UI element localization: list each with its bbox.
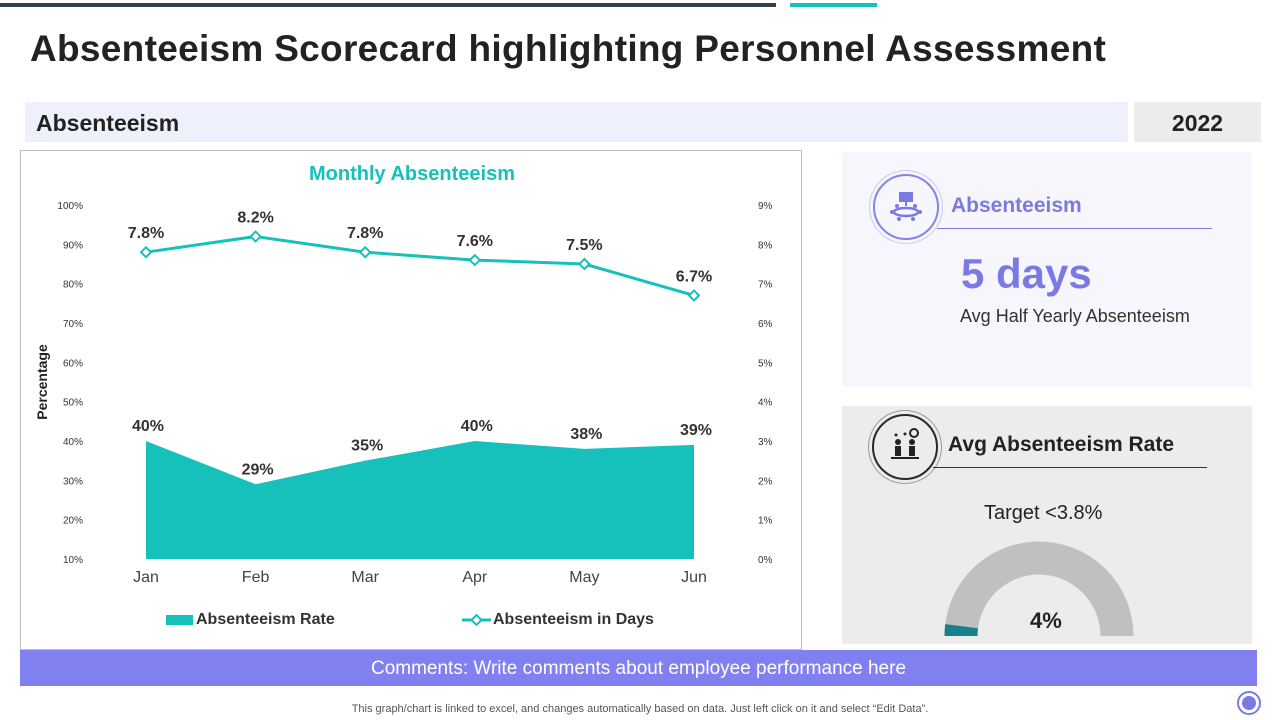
left-axis-tick: 70% — [63, 319, 83, 330]
right-axis-tick: 8% — [758, 240, 773, 251]
area-data-label: 40% — [132, 418, 164, 435]
line-data-label: 6.7% — [676, 268, 712, 285]
kpi-rate-title: Avg Absenteeism Rate — [948, 433, 1175, 456]
footnote: This graph/chart is linked to excel, and… — [351, 703, 929, 715]
area-data-label: 38% — [570, 426, 602, 443]
line-point-marker — [139, 245, 153, 259]
left-axis-tick: 30% — [63, 476, 83, 487]
right-axis-tick: 5% — [758, 358, 773, 369]
line-point-marker — [468, 253, 482, 267]
kpi-card-absenteeism-rate: Avg Absenteeism Rate Target <3.8% 4% — [842, 406, 1252, 644]
gauge-track — [944, 541, 1134, 637]
x-axis-tick: Jun — [681, 569, 707, 586]
line-point-marker — [578, 257, 591, 271]
right-axis-tick: 6% — [758, 319, 773, 330]
monthly-absenteeism-chart[interactable]: Monthly Absenteeism 10% 20% 30% 40% 50% 60% 70%… — [20, 150, 802, 650]
comments-text: Comments: Write comments about employee … — [370, 658, 907, 679]
x-axis-tick: Feb — [242, 569, 270, 586]
legend-swatch-rate — [166, 615, 193, 625]
line-point-marker — [249, 230, 262, 243]
year-badge: 2022 — [1134, 102, 1261, 142]
nav-dot-icon[interactable] — [1237, 691, 1261, 715]
kpi-rate-target: Target <3.8% — [984, 502, 1103, 524]
line-point-marker — [358, 245, 372, 259]
left-axis-tick: 40% — [63, 437, 83, 448]
page-title: Absenteeism Scorecard highlighting Perso… — [30, 28, 1107, 69]
line-data-label: 7.8% — [128, 225, 164, 242]
section-header: Absenteeism — [25, 102, 1128, 142]
line-data-label: 7.6% — [457, 233, 493, 250]
area-data-label: 40% — [461, 418, 493, 435]
x-axis-tick: Mar — [351, 569, 379, 586]
kpi-days-title: Absenteeism — [951, 194, 1082, 217]
area-data-label: 39% — [680, 422, 712, 439]
area-data-label: 35% — [351, 438, 383, 455]
y-axis-label: Percentage — [34, 344, 50, 420]
right-axis-tick: 4% — [758, 398, 773, 409]
line-data-label: 7.8% — [347, 225, 383, 242]
kpi-days-value: 5 days — [961, 250, 1092, 297]
left-axis-tick: 80% — [63, 280, 83, 291]
series-area-absenteeism-rate — [146, 441, 694, 559]
kpi-days-divider — [937, 228, 1212, 229]
x-axis-tick: Jan — [133, 569, 159, 586]
right-axis-tick: 1% — [758, 516, 773, 527]
kpi-rate-divider — [933, 467, 1207, 468]
kpi-days-subtitle: Avg Half Yearly Absenteeism — [960, 306, 1190, 326]
left-axis-tick: 10% — [63, 555, 83, 566]
left-axis-tick: 90% — [63, 240, 83, 251]
line-data-label: 8.2% — [237, 209, 273, 226]
chart-canvas: Monthly Absenteeism 10% 20% 30% 40% 50% 60% 70%… — [34, 163, 773, 628]
x-axis-tick: May — [569, 569, 599, 586]
left-axis-tick: 100% — [57, 201, 83, 212]
team-gears-icon — [872, 414, 938, 480]
kpi-card-absenteeism-days: Absenteeism 5 days Avg Half Yearly Absen… — [842, 152, 1252, 387]
right-axis-tick: 9% — [758, 201, 773, 212]
top-accent-bar-dark — [0, 3, 776, 7]
x-axis-tick: Apr — [462, 569, 488, 586]
section-label: Absenteeism — [36, 110, 180, 136]
gauge-fill — [944, 624, 979, 637]
series-line-absenteeism-days — [145, 234, 695, 297]
legend-label-rate: Absenteeism Rate — [196, 611, 335, 628]
left-axis-tick: 50% — [63, 398, 83, 409]
meeting-board-icon — [873, 174, 939, 240]
right-axis-tick: 3% — [758, 437, 773, 448]
left-axis-tick: 60% — [63, 358, 83, 369]
rate-gauge — [944, 541, 1134, 637]
line-data-label: 7.5% — [566, 237, 602, 254]
year-label: 2022 — [1171, 110, 1224, 136]
right-axis-tick: 7% — [758, 280, 773, 291]
line-point-marker — [687, 289, 701, 302]
area-data-label: 29% — [242, 461, 274, 478]
legend-marker-days — [470, 613, 483, 627]
comments-bar[interactable]: Comments: Write comments about employee … — [20, 650, 1257, 686]
top-accent-bar-teal — [790, 3, 877, 7]
legend-label-days: Absenteeism in Days — [493, 611, 654, 628]
kpi-rate-value: 4% — [1030, 608, 1062, 633]
right-axis-tick: 0% — [758, 555, 773, 566]
right-axis-tick: 2% — [758, 476, 773, 487]
left-axis-tick: 20% — [63, 516, 83, 527]
chart-title: Monthly Absenteeism — [309, 163, 515, 185]
